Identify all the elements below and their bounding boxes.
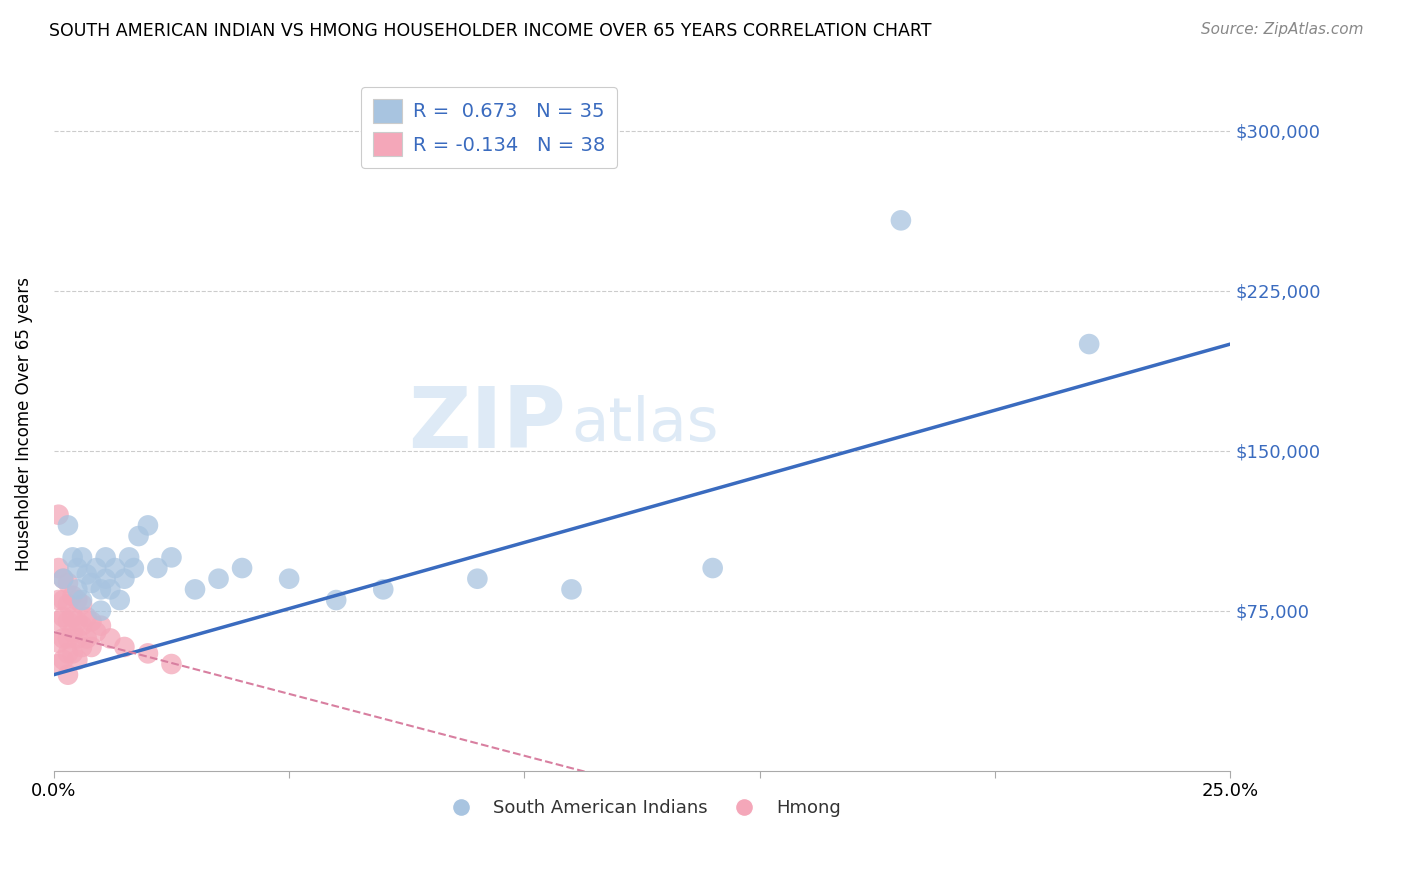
Point <box>66 653 89 667</box>
Point <box>76 567 98 582</box>
Point <box>76 632 98 646</box>
Point <box>52 653 75 667</box>
Point <box>160 550 183 565</box>
Point <box>56 615 79 629</box>
Point <box>104 561 127 575</box>
Point <box>66 582 89 597</box>
Point <box>373 582 395 597</box>
Point <box>112 572 135 586</box>
Point <box>76 610 98 624</box>
Point <box>62 589 84 603</box>
Point <box>56 597 79 611</box>
Point <box>66 561 89 575</box>
Point <box>70 597 93 611</box>
Point <box>70 640 93 654</box>
Text: atlas: atlas <box>571 394 718 453</box>
Point <box>108 593 131 607</box>
Point <box>136 518 159 533</box>
Point <box>278 572 301 586</box>
Text: SOUTH AMERICAN INDIAN VS HMONG HOUSEHOLDER INCOME OVER 65 YEARS CORRELATION CHAR: SOUTH AMERICAN INDIAN VS HMONG HOUSEHOLD… <box>49 22 932 40</box>
Point <box>467 572 489 586</box>
Y-axis label: Householder Income Over 65 years: Householder Income Over 65 years <box>15 277 32 571</box>
Point <box>112 640 135 654</box>
Point <box>325 593 347 607</box>
Point <box>52 610 75 624</box>
Point <box>70 593 93 607</box>
Point <box>231 561 253 575</box>
Point <box>90 618 112 632</box>
Point <box>160 657 183 671</box>
Point <box>62 646 84 660</box>
Point <box>66 593 89 607</box>
Point <box>80 640 103 654</box>
Point <box>62 610 84 624</box>
Point <box>184 582 207 597</box>
Point <box>98 582 121 597</box>
Point <box>890 213 912 227</box>
Point <box>84 625 107 640</box>
Point <box>90 604 112 618</box>
Point <box>560 582 582 597</box>
Point <box>48 657 70 671</box>
Point <box>66 632 89 646</box>
Point <box>56 667 79 681</box>
Point <box>52 632 75 646</box>
Point <box>48 593 70 607</box>
Point <box>52 593 75 607</box>
Point <box>80 576 103 591</box>
Point <box>80 615 103 629</box>
Point <box>136 646 159 660</box>
Point <box>94 572 117 586</box>
Point <box>48 615 70 629</box>
Point <box>66 615 89 629</box>
Point <box>48 636 70 650</box>
Point <box>207 572 229 586</box>
Point <box>122 561 145 575</box>
Point <box>56 646 79 660</box>
Point <box>56 632 79 646</box>
Point <box>84 561 107 575</box>
Point <box>70 550 93 565</box>
Point <box>52 572 75 586</box>
Legend: South American Indians, Hmong: South American Indians, Hmong <box>436 791 849 824</box>
Point <box>62 625 84 640</box>
Point <box>48 561 70 575</box>
Point <box>128 529 150 543</box>
Point <box>70 618 93 632</box>
Text: ZIP: ZIP <box>408 383 565 466</box>
Point <box>62 550 84 565</box>
Text: Source: ZipAtlas.com: Source: ZipAtlas.com <box>1201 22 1364 37</box>
Point <box>94 550 117 565</box>
Point <box>702 561 724 575</box>
Point <box>56 576 79 591</box>
Point <box>98 632 121 646</box>
Point <box>48 508 70 522</box>
Point <box>118 550 141 565</box>
Point <box>90 582 112 597</box>
Point <box>1078 337 1101 351</box>
Point <box>52 572 75 586</box>
Point <box>146 561 169 575</box>
Point <box>56 518 79 533</box>
